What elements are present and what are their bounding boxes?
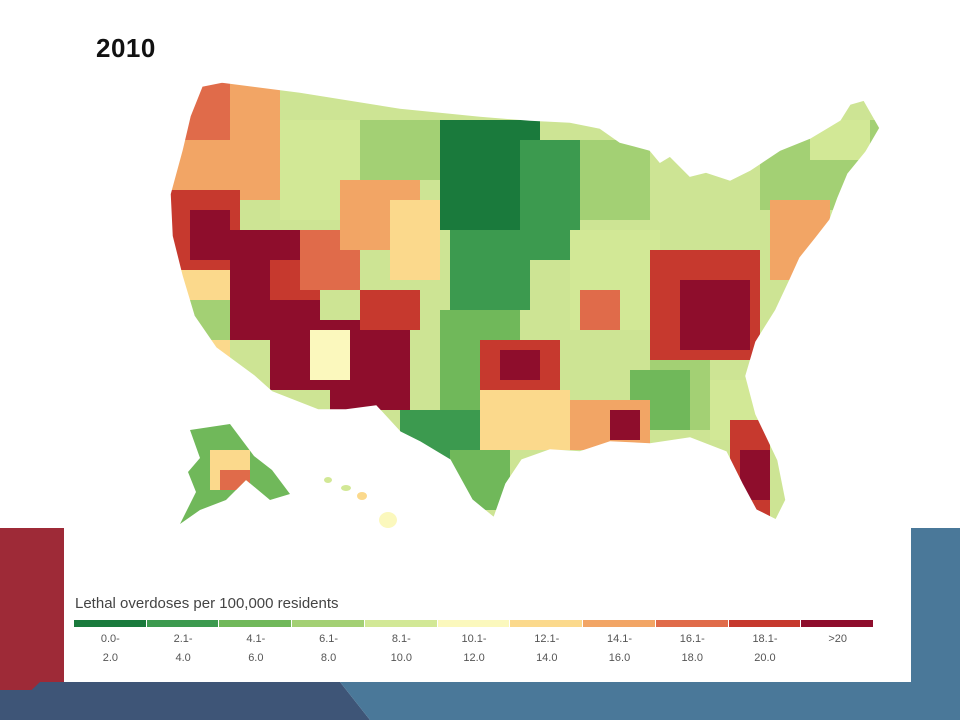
legend-label-line2: 8.0 — [320, 652, 337, 664]
legend-label-line2: 12.0 — [463, 652, 485, 664]
legend-bin: 6.1- 8.0 — [292, 620, 365, 670]
legend-bin: 8.1- 10.0 — [364, 620, 438, 670]
legend-swatch — [583, 620, 656, 627]
legend-label-line1: 8.1- — [391, 633, 411, 645]
legend-label: 2.1- 4.0 — [147, 630, 220, 668]
legend-swatch — [74, 620, 147, 627]
legend-label-line1: 10.1- — [461, 633, 487, 645]
legend-label-line1: 14.1- — [606, 633, 633, 645]
legend-label: 14.1- 16.0 — [583, 630, 656, 668]
hawaii — [324, 477, 397, 528]
legend-label-line1: 16.1- — [679, 633, 705, 645]
legend-swatch — [728, 620, 802, 627]
lower48-outline — [169, 81, 881, 522]
legend-panel: Lethal overdoses per 100,000 residents 0… — [64, 528, 911, 681]
legend-bin: 12.1- 14.0 — [510, 620, 584, 670]
slide-title: 2010 — [96, 33, 156, 63]
legend-label: 10.1- 12.0 — [438, 630, 511, 668]
legend-label-line1: 4.1- — [246, 633, 266, 645]
legend-bin: 14.1- 16.0 — [583, 620, 656, 670]
legend-label-line2: 14.0 — [536, 652, 558, 664]
legend-label-line1: 2.1- — [173, 633, 193, 645]
legend-label: 6.1- 8.0 — [292, 630, 365, 668]
legend-swatch — [655, 620, 729, 627]
legend-label-line2: 4.0 — [175, 652, 191, 664]
legend-label-line2: 2.0 — [102, 652, 119, 664]
legend-swatch — [801, 620, 875, 627]
legend-title: Lethal overdoses per 100,000 residents — [75, 595, 339, 612]
legend-label-line1: 0.0- — [100, 633, 120, 645]
legend-swatch — [219, 620, 293, 627]
legend-label-line1: 12.1- — [534, 633, 560, 645]
legend-label: 0.0- 2.0 — [74, 630, 147, 668]
red-accent-block — [0, 528, 64, 690]
legend-label-line2: 16.0 — [608, 652, 631, 664]
legend-label-line1: >20 — [828, 633, 848, 645]
legend-label: 12.1- 14.0 — [510, 630, 583, 668]
legend-label-line2: 10.0 — [390, 652, 413, 664]
legend-label: 16.1- 18.0 — [656, 630, 729, 668]
legend-swatch — [364, 620, 438, 627]
legend-label-line1: 6.1- — [319, 633, 339, 645]
legend-label-line2: 20.0 — [754, 652, 776, 664]
navy-accent-band — [0, 682, 370, 720]
legend-swatch — [146, 620, 220, 627]
legend-scale: 0.0- 2.0 2.1- 4.0 4.1- 6.0 6.1- 8.0 8.1- 10.0 10.1… — [74, 620, 875, 670]
legend-bin: 10.1- 12.0 — [437, 620, 511, 670]
legend-label: 4.1- 6.0 — [219, 630, 292, 668]
blue-accent-block — [911, 528, 960, 720]
legend-swatch — [437, 620, 511, 627]
legend-bin: >20 — [801, 620, 875, 670]
alaska-fill — [180, 424, 290, 524]
legend-label-line2: 18.0 — [681, 652, 703, 664]
legend-bin: 4.1- 6.0 — [219, 620, 293, 670]
legend-bin: 16.1- 18.0 — [655, 620, 729, 670]
map-svg — [169, 81, 881, 528]
blue-accent-band — [340, 682, 911, 720]
legend-label: 8.1- 10.0 — [365, 630, 438, 668]
legend-bin: 18.1- 20.0 — [728, 620, 802, 670]
legend-label: >20 — [801, 630, 874, 649]
legend-label-line1: 18.1- — [752, 633, 778, 645]
legend-swatch — [292, 620, 365, 627]
legend-bin: 2.1- 4.0 — [146, 620, 220, 670]
legend-bin: 0.0- 2.0 — [74, 620, 147, 670]
navy-corner — [0, 682, 64, 720]
legend-swatch — [510, 620, 584, 627]
legend-label-line2: 6.0 — [248, 652, 264, 664]
legend-label: 18.1- 20.0 — [729, 630, 802, 668]
us-county-map — [150, 80, 910, 550]
